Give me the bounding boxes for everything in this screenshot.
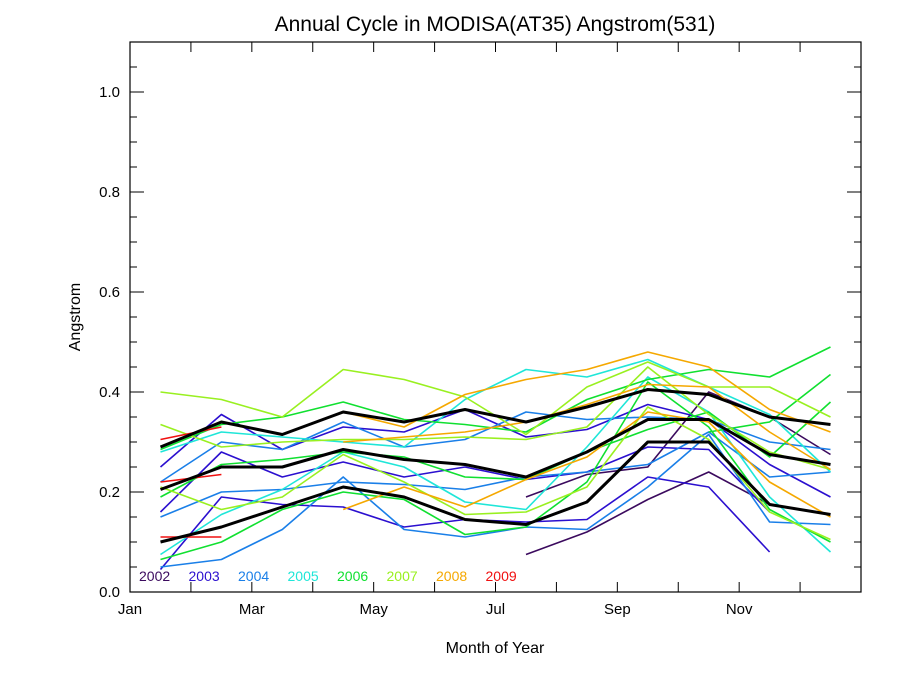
legend-item-2009: 2009 [486,568,517,584]
series-line-8 [160,411,831,483]
series-line-19 [343,383,831,471]
legend-item-2004: 2004 [238,568,269,584]
chart-title: Annual Cycle in MODISA(AT35) Angstrom(53… [275,13,716,36]
y-tick-label: 0.6 [99,284,120,301]
series-line-11 [160,381,831,561]
series-line-7 [160,431,831,518]
legend-item-2007: 2007 [387,568,418,584]
series-line-14 [708,373,831,433]
series-line-4 [159,446,771,513]
legend-item-2003: 2003 [189,568,220,584]
series-line-24 [160,440,831,544]
y-tick-label: 0.8 [99,184,120,201]
plot-frame [129,41,862,593]
series-line-20 [343,351,831,433]
y-tick-label: 1.0 [99,84,120,101]
x-axis-label: Month of Year [446,640,545,657]
x-tick-label: Jul [486,601,505,618]
y-tick-label: 0.0 [99,584,120,601]
series-line-26 [159,388,831,449]
series-line-12 [160,401,832,498]
series-line-18 [342,411,831,518]
series-layer [159,346,832,571]
legend: 2002 2003 2004 2005 2006 2007 2008 2009 [139,568,517,584]
series-line-10 [160,358,832,473]
series-line-16 [160,366,831,471]
x-tick-label: May [359,601,388,618]
x-tick-label: Sep [604,601,631,618]
ticks-layer: Jan Mar May Jul Sep Nov 0.0 0.2 0.4 0.6 0.8 1.0 [99,41,862,618]
legend-item-2006: 2006 [337,568,368,584]
y-axis-label: Angstrom [67,283,84,351]
y-tick-label: 0.2 [99,484,120,501]
legend-item-2002: 2002 [139,568,170,584]
series-line-1 [525,471,831,556]
series-line-25 [159,418,831,491]
y-tick-label: 0.4 [99,384,120,401]
x-tick-label: Mar [239,601,265,618]
series-line-6 [160,433,831,568]
x-tick-label: Nov [726,601,753,618]
series-line-13 [160,346,831,451]
x-tick-label: Jan [118,601,142,618]
legend-item-2005: 2005 [288,568,319,584]
legend-item-2008: 2008 [436,568,467,584]
